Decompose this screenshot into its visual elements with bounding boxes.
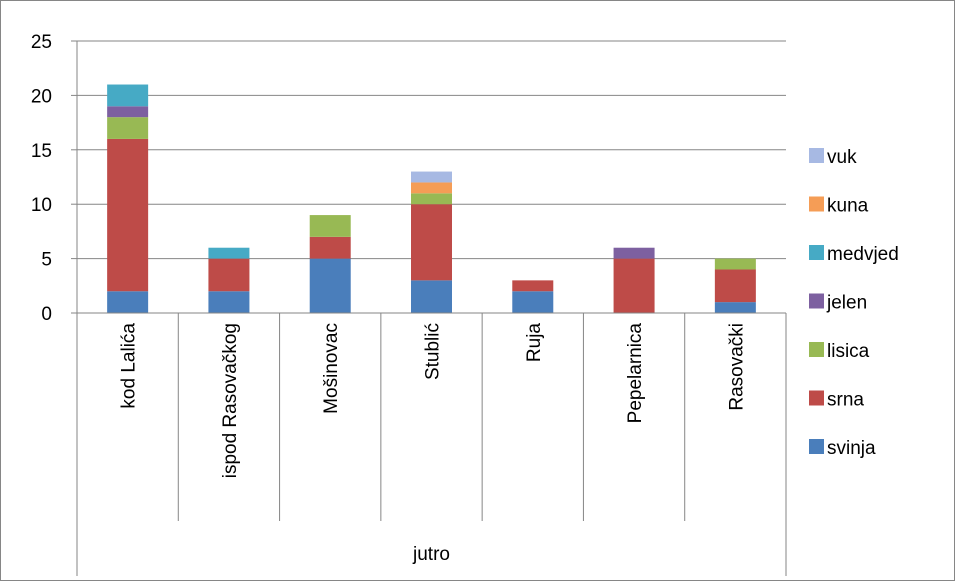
legend-label: svinja xyxy=(827,438,876,459)
bar-segment-lisica xyxy=(714,258,756,270)
legend-label: vuk xyxy=(827,147,857,168)
category-label: Ruja xyxy=(524,323,545,363)
category-label: ispod Rasovačkog xyxy=(220,323,241,478)
y-tick-label: 0 xyxy=(41,304,52,325)
y-tick-labels: 0 5 10 15 20 25 xyxy=(31,32,52,325)
legend-swatch-lisica xyxy=(809,342,824,357)
legend-swatch-vuk xyxy=(809,148,824,163)
group-label: jutro xyxy=(412,544,450,565)
category-label: Pepelarnica xyxy=(625,323,646,424)
bar-segment-kuna xyxy=(411,182,452,194)
bar-segment-srna xyxy=(107,138,149,292)
y-tick-label: 25 xyxy=(31,32,52,53)
bar-segment-srna xyxy=(411,204,452,281)
category-label: Rasovački xyxy=(726,323,747,411)
bars xyxy=(107,84,756,313)
bar-segment-lisica xyxy=(411,193,452,205)
bar-segment-jelen xyxy=(107,106,149,118)
bar-segment-svinja xyxy=(512,291,554,313)
legend-label: kuna xyxy=(827,196,869,217)
legend-swatch-jelen xyxy=(809,293,824,309)
bar-segment-svinja xyxy=(107,291,149,313)
y-tick-label: 10 xyxy=(31,195,52,216)
bar-segment-svinja xyxy=(714,302,756,313)
bar-segment-svinja xyxy=(208,291,250,313)
y-tick-label: 5 xyxy=(41,250,52,271)
category-label: Stublić xyxy=(423,323,444,380)
axes xyxy=(71,40,787,576)
bar-segment-svinja xyxy=(411,280,452,313)
category-label: Mošinovac xyxy=(321,323,342,414)
category-label: kod Lalića xyxy=(119,323,140,409)
bar-segment-vuk xyxy=(411,171,452,183)
y-tick-label: 15 xyxy=(31,141,52,162)
legend-label: medvjed xyxy=(827,244,899,265)
legend-swatch-kuna xyxy=(809,196,824,212)
bar-segment-srna xyxy=(208,258,250,292)
legend-label: lisica xyxy=(827,341,870,362)
bar-segment-jelen xyxy=(613,247,655,259)
bar-segment-medvjed xyxy=(208,247,250,259)
bar-segment-lisica xyxy=(107,117,149,139)
legend-swatch-srna xyxy=(809,390,824,406)
bar-segment-srna xyxy=(714,269,756,303)
bar-segment-lisica xyxy=(309,215,351,237)
bar-segment-srna xyxy=(309,236,351,259)
legend: vuk kuna medvjed jelen lisica srna svinja xyxy=(809,147,899,459)
bar-segment-medvjed xyxy=(107,84,149,107)
legend-label: jelen xyxy=(826,293,867,314)
bar-segment-srna xyxy=(613,258,655,313)
legend-label: srna xyxy=(827,390,864,411)
legend-swatch-svinja xyxy=(809,439,824,454)
bar-segment-srna xyxy=(512,280,554,292)
gridlines xyxy=(77,40,786,260)
y-tick-label: 20 xyxy=(31,86,52,107)
bar-segment-svinja xyxy=(309,258,351,313)
legend-swatch-medvjed xyxy=(809,245,824,260)
category-labels: kod Lalića ispod Rasovačkog Mošinovac Stubl… xyxy=(119,323,748,479)
